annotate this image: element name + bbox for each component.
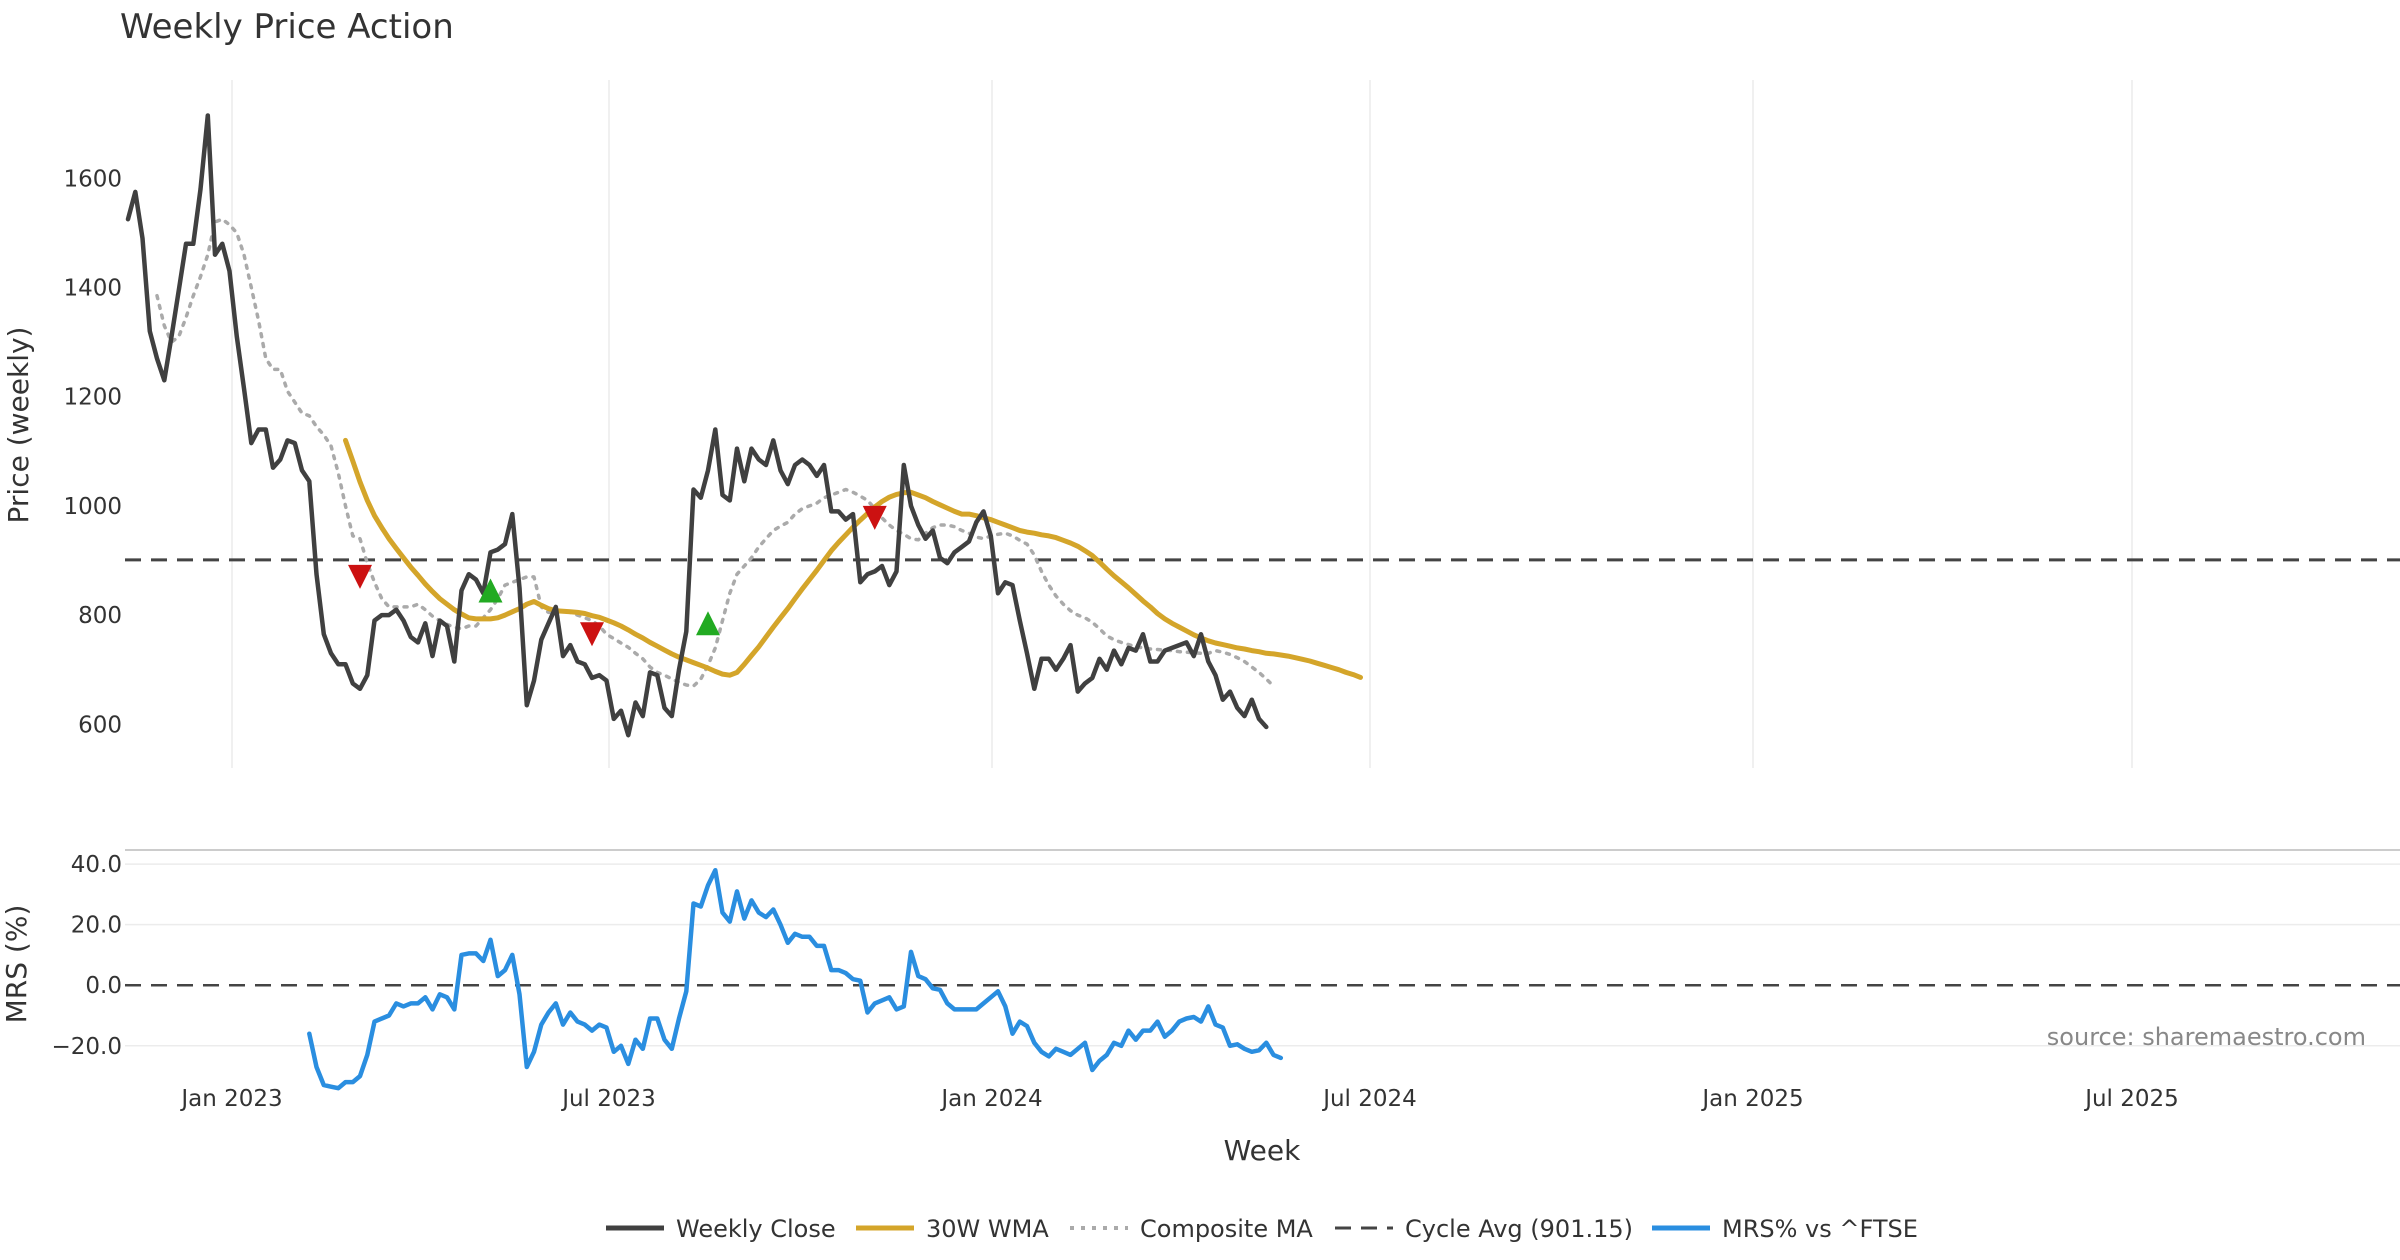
series-composite-ma — [155, 217, 1276, 688]
chart-title: Weekly Price Action — [120, 7, 454, 47]
mrs-y-tick-20-0: 20.0 — [71, 913, 122, 939]
mrs-y-tick-40-0: 40.0 — [71, 852, 122, 878]
price-y-tick-1400: 1400 — [63, 275, 122, 301]
series-weekly-close — [125, 113, 1269, 738]
x-ticks: Jan 2023 Jul 2023 Jan 2024 Jul 2024 Jan 2025… — [179, 1086, 2178, 1112]
x-tick-jul-2023: Jul 2023 — [560, 1086, 656, 1112]
legend-label-composite-ma: Composite MA — [1140, 1215, 1313, 1243]
sell-signal-marker-3 — [580, 622, 604, 647]
mrs-y-tick-20-0: −20.0 — [52, 1034, 122, 1060]
legend-item-composite-ma: Composite MA — [1070, 1215, 1313, 1243]
x-tick-jan-2023: Jan 2023 — [179, 1086, 282, 1112]
mrs-y-ticks: 40.0 20.0 0.0 −20.0 — [52, 852, 122, 1060]
price-y-ticks: 600 800 1000 1200 1400 1600 — [63, 166, 122, 738]
price-series-group — [125, 113, 1363, 738]
price-y-tick-1000: 1000 — [63, 494, 122, 520]
sell-signal-marker-1 — [348, 564, 372, 589]
source-note: source: sharemaestro.com — [2047, 1023, 2366, 1051]
mrs-series-group — [307, 867, 1284, 1091]
legend: Weekly Close 30W WMA Composite MA Cycle Avg… — [606, 1215, 1918, 1243]
series-mrs-vs-ftse — [307, 867, 1284, 1091]
buy-signal-marker-2 — [478, 578, 503, 603]
price-y-tick-600: 600 — [78, 712, 122, 738]
x-axis-label: Week — [1224, 1134, 1301, 1167]
price-y-tick-1600: 1600 — [63, 166, 122, 192]
price-grid — [231, 80, 2133, 768]
signal-markers — [348, 505, 887, 647]
x-tick-jan-2025: Jan 2025 — [1700, 1086, 1803, 1112]
legend-label-mrs-vs-ftse: MRS% vs ^FTSE — [1722, 1215, 1918, 1243]
price-y-tick-800: 800 — [78, 603, 122, 629]
legend-item-30w-wma: 30W WMA — [856, 1215, 1049, 1243]
legend-label-cycle-avg-901-15: Cycle Avg (901.15) — [1405, 1215, 1633, 1243]
x-tick-jan-2024: Jan 2024 — [939, 1086, 1042, 1112]
sell-signal-marker-5 — [862, 505, 887, 530]
buy-signal-marker-4 — [696, 611, 720, 636]
legend-label-weekly-close: Weekly Close — [676, 1215, 836, 1243]
mrs-y-axis-label: MRS (%) — [0, 905, 33, 1024]
x-tick-jul-2025: Jul 2025 — [2083, 1086, 2179, 1112]
x-tick-jul-2024: Jul 2024 — [1321, 1086, 1417, 1112]
price-y-tick-1200: 1200 — [63, 385, 122, 411]
legend-item-weekly-close: Weekly Close — [606, 1215, 836, 1243]
mrs-y-tick-0-0: 0.0 — [85, 973, 122, 999]
legend-item-mrs-vs-ftse: MRS% vs ^FTSE — [1652, 1215, 1918, 1243]
price-y-axis-label: Price (weekly) — [2, 327, 35, 524]
legend-label-30w-wma: 30W WMA — [926, 1215, 1049, 1243]
legend-item-cycle-avg-901-15: Cycle Avg (901.15) — [1335, 1215, 1633, 1243]
